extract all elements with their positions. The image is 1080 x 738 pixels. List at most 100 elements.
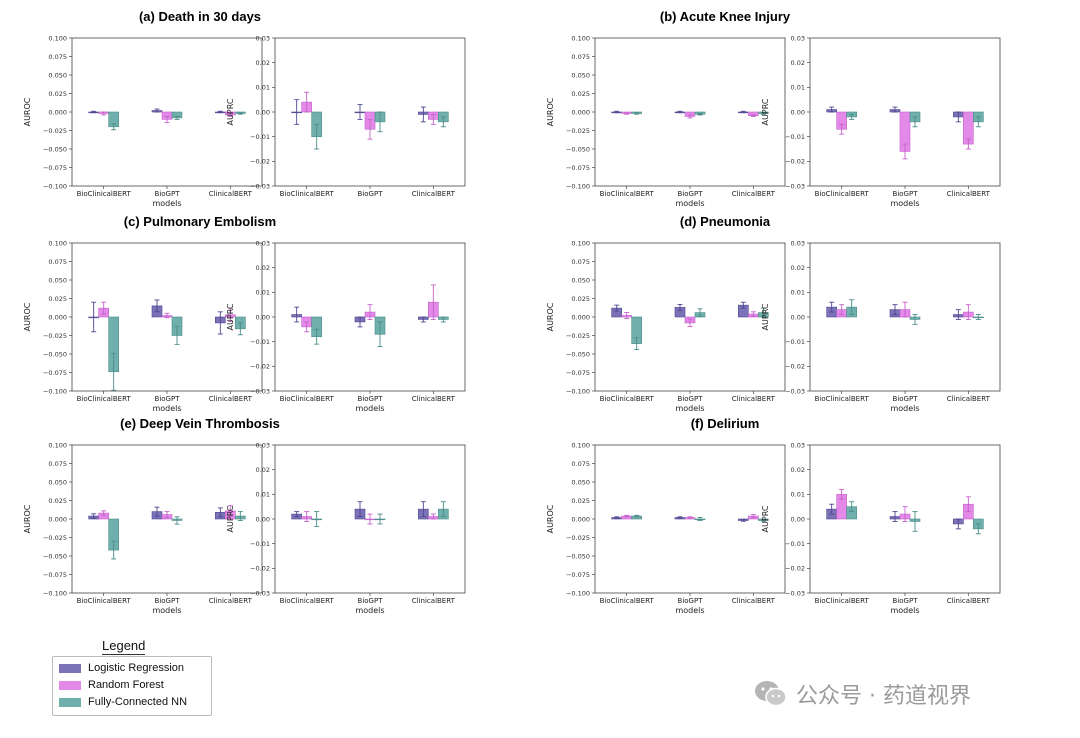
legend-swatch — [59, 697, 81, 707]
chart-panel-a-auroc: (a) Death in 30 days 0.100 0.075 0.050 0.025… — [23, 9, 263, 208]
x-tick-label: ClinicalBERT — [209, 597, 253, 605]
y-tick-label: 0.02 — [256, 466, 270, 474]
y-tick-label: −0.025 — [566, 332, 590, 340]
y-tick-label: −0.025 — [43, 534, 67, 542]
y-tick-label: −0.050 — [566, 552, 590, 560]
y-tick-label: −0.01 — [785, 540, 805, 548]
x-axis-label: models — [890, 404, 919, 413]
y-tick-label: 0.02 — [791, 264, 805, 272]
y-tick-label: 0.025 — [571, 90, 590, 98]
y-tick-label: 0.100 — [48, 34, 67, 42]
x-tick-label: ClinicalBERT — [732, 395, 776, 403]
y-axis-label: AUPRC — [226, 303, 235, 330]
y-tick-label: 0.00 — [256, 515, 270, 523]
y-tick-label: 0.050 — [48, 478, 67, 486]
y-tick-label: −0.01 — [250, 540, 270, 548]
y-tick-label: 0.00 — [791, 313, 805, 321]
x-tick-label: BioClinicalBERT — [600, 597, 655, 605]
y-tick-label: −0.01 — [785, 338, 805, 346]
x-tick-label: ClinicalBERT — [947, 190, 991, 198]
y-tick-label: −0.075 — [43, 571, 67, 579]
x-axis-label: models — [890, 606, 919, 615]
y-tick-label: −0.050 — [43, 350, 67, 358]
legend-label: Fully-Connected NN — [88, 696, 188, 708]
y-tick-label: −0.100 — [43, 589, 67, 597]
y-tick-label: −0.075 — [43, 369, 67, 377]
x-tick-label: ClinicalBERT — [732, 190, 776, 198]
chart-panel-b-auprc: 0.03 0.02 0.01 0.00 −0.01 −0.02 −0.03 AUPRC BioC… — [761, 34, 1001, 208]
legend-label: Logistic Regression — [88, 662, 184, 674]
x-axis-label: models — [890, 199, 919, 208]
y-tick-label: 0.000 — [571, 515, 590, 523]
y-tick-label: 0.00 — [256, 313, 270, 321]
x-tick-label: BioGPT — [358, 395, 384, 403]
y-tick-label: 0.050 — [48, 276, 67, 284]
y-axis-label: AUROC — [546, 97, 555, 126]
y-tick-label: −0.02 — [785, 565, 805, 573]
x-tick-label: BioClinicalBERT — [815, 597, 870, 605]
y-tick-label: 0.100 — [48, 441, 67, 449]
y-tick-label: −0.01 — [785, 133, 805, 141]
y-tick-label: 0.075 — [571, 258, 590, 266]
x-tick-label: BioGPT — [678, 597, 704, 605]
y-tick-label: 0.050 — [571, 71, 590, 79]
chart-panel-e-auprc: 0.03 0.02 0.01 0.00 −0.01 −0.02 −0.03 AUPRC BioC… — [226, 441, 466, 615]
y-tick-label: 0.000 — [48, 108, 67, 116]
x-tick-label: BioGPT — [893, 597, 919, 605]
y-tick-label: 0.000 — [48, 313, 67, 321]
legend-item-logistic-regression: Logistic Regression — [59, 661, 184, 675]
y-tick-label: 0.01 — [791, 491, 805, 499]
watermark: 公众号 · 药道视界 — [754, 676, 971, 712]
chart-panel-d-auprc: 0.03 0.02 0.01 0.00 −0.01 −0.02 −0.03 AUPRC BioC… — [761, 239, 1001, 413]
legend-item-random-forest: Random Forest — [59, 678, 164, 692]
wechat-icon — [755, 681, 787, 707]
x-axis-label: models — [152, 404, 181, 413]
x-tick-label: BioClinicalBERT — [77, 597, 132, 605]
y-tick-label: −0.025 — [566, 127, 590, 135]
chart-panel-c-auroc: (c) Pulmonary Embolism 0.100 0.075 0.050 0.0… — [23, 214, 276, 413]
x-tick-label: ClinicalBERT — [947, 395, 991, 403]
y-axis-label: AUPRC — [226, 98, 235, 125]
y-tick-label: 0.02 — [256, 264, 270, 272]
x-tick-label: BioGPT — [678, 395, 704, 403]
x-axis-label: models — [675, 404, 704, 413]
x-axis-label: models — [675, 199, 704, 208]
y-tick-label: 0.000 — [571, 313, 590, 321]
x-tick-label: BioClinicalBERT — [280, 597, 335, 605]
y-tick-label: −0.03 — [785, 182, 805, 190]
y-tick-label: 0.01 — [256, 289, 270, 297]
y-tick-label: −0.050 — [43, 552, 67, 560]
legend-title: Legend — [102, 638, 146, 655]
y-tick-label: 0.000 — [48, 515, 67, 523]
y-tick-label: −0.02 — [785, 158, 805, 166]
y-tick-label: −0.03 — [785, 387, 805, 395]
chart-title: (d) Pneumonia — [680, 214, 771, 229]
y-tick-label: 0.01 — [256, 84, 270, 92]
y-tick-label: −0.100 — [566, 387, 590, 395]
y-tick-label: 0.025 — [571, 295, 590, 303]
y-tick-label: −0.075 — [43, 164, 67, 172]
y-tick-label: 0.050 — [48, 71, 67, 79]
y-tick-label: −0.01 — [250, 133, 270, 141]
x-tick-label: BioClinicalBERT — [77, 395, 132, 403]
x-tick-label: BioGPT — [893, 190, 919, 198]
y-tick-label: 0.025 — [571, 497, 590, 505]
y-tick-label: 0.01 — [791, 84, 805, 92]
y-tick-label: 0.050 — [571, 478, 590, 486]
y-tick-label: 0.025 — [48, 295, 67, 303]
x-tick-label: BioClinicalBERT — [280, 190, 335, 198]
x-tick-label: BioClinicalBERT — [280, 395, 335, 403]
y-tick-label: −0.025 — [43, 127, 67, 135]
x-tick-label: BioClinicalBERT — [600, 190, 655, 198]
y-tick-label: −0.025 — [43, 332, 67, 340]
chart-panel-c-auprc: 0.03 0.02 0.01 0.00 −0.01 −0.02 −0.03 AUPRC BioC… — [226, 239, 466, 413]
x-axis-label: models — [675, 606, 704, 615]
x-tick-label: BioGPT — [893, 395, 919, 403]
y-axis-label: AUPRC — [226, 505, 235, 532]
y-tick-label: 0.100 — [571, 239, 590, 247]
y-tick-label: −0.075 — [566, 571, 590, 579]
legend-label: Random Forest — [88, 679, 164, 691]
x-tick-label: ClinicalBERT — [209, 395, 253, 403]
watermark-text: 公众号 · 药道视界 — [796, 684, 971, 709]
y-tick-label: −0.100 — [43, 182, 67, 190]
